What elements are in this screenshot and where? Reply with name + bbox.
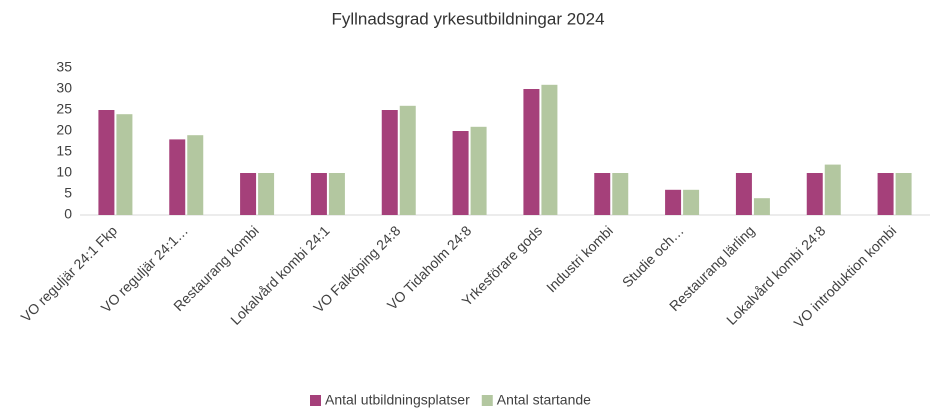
- bar: [240, 173, 257, 215]
- y-tick-label: 30: [56, 80, 72, 96]
- legend-swatch: [310, 395, 321, 406]
- bar: [310, 173, 327, 215]
- bar: [806, 173, 823, 215]
- bar: [470, 126, 487, 215]
- bar: [381, 110, 398, 215]
- bar: [665, 189, 682, 215]
- y-tick-label: 25: [56, 101, 72, 117]
- chart-title: Fyllnadsgrad yrkesutbildningar 2024: [331, 9, 604, 28]
- bar: [877, 173, 894, 215]
- x-tick-label: Studie och…: [619, 222, 687, 290]
- bar: [98, 110, 115, 215]
- legend-swatch: [481, 395, 493, 406]
- bar: [523, 89, 540, 215]
- legend-label: Antal utbildningsplatser: [325, 392, 470, 408]
- y-tick-label: 5: [64, 185, 72, 201]
- bar: [753, 198, 770, 215]
- bar: [328, 173, 345, 215]
- y-tick-label: 20: [56, 122, 72, 138]
- legend-label: Antal startande: [497, 392, 591, 408]
- y-tick-label: 15: [56, 143, 72, 159]
- bar: [612, 173, 629, 215]
- bar: [735, 173, 752, 215]
- bar: [541, 84, 558, 215]
- y-tick-label: 10: [56, 164, 72, 180]
- bar: [116, 114, 133, 215]
- bar: [594, 173, 611, 215]
- x-tick-label: Industri kombi: [543, 222, 616, 295]
- y-tick-label: 0: [64, 206, 72, 222]
- bar: [187, 135, 204, 215]
- bar: [452, 131, 469, 215]
- bar: [258, 173, 275, 215]
- bar: [169, 139, 186, 215]
- bar: [399, 105, 416, 215]
- bar: [824, 164, 841, 215]
- bar: [895, 173, 912, 215]
- y-tick-label: 35: [56, 59, 72, 75]
- bar: [683, 189, 700, 215]
